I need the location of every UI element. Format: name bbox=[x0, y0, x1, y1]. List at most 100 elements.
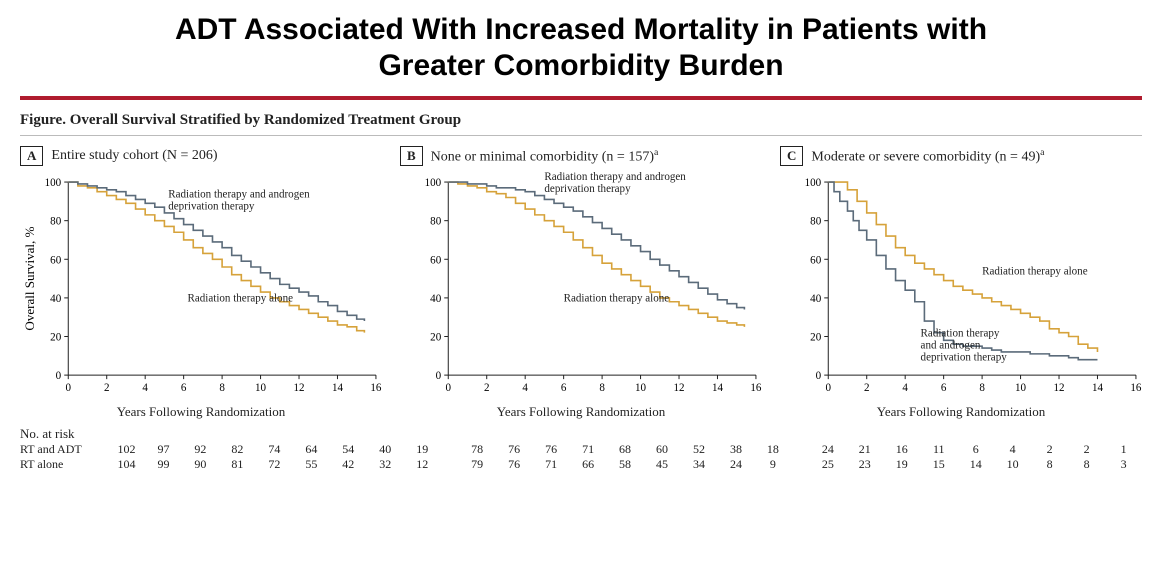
svg-text:2: 2 bbox=[864, 382, 870, 394]
panel-header: CModerate or severe comorbidity (n = 49)… bbox=[780, 146, 1142, 166]
risk-value: 79 bbox=[459, 457, 496, 472]
series-label-adt: Radiation therapyand androgendeprivation… bbox=[921, 328, 1008, 364]
series-label-rt: Radiation therapy alone bbox=[187, 293, 293, 305]
svg-text:40: 40 bbox=[50, 293, 62, 305]
svg-text:8: 8 bbox=[979, 382, 985, 394]
svg-text:6: 6 bbox=[181, 382, 187, 394]
risk-value: 68 bbox=[607, 442, 644, 457]
risk-value: 19 bbox=[883, 457, 920, 472]
svg-text:100: 100 bbox=[805, 177, 822, 189]
svg-text:10: 10 bbox=[255, 382, 267, 394]
figure-caption: Figure. Overall Survival Stratified by R… bbox=[20, 106, 1142, 136]
risk-value: 4 bbox=[994, 442, 1031, 457]
series-label-adt: Radiation therapy and androgendeprivatio… bbox=[168, 188, 310, 212]
svg-text:40: 40 bbox=[430, 293, 442, 305]
risk-value: 60 bbox=[644, 442, 681, 457]
risk-value: 40 bbox=[367, 442, 404, 457]
risk-value: 1 bbox=[1105, 442, 1142, 457]
risk-value: 10 bbox=[994, 457, 1031, 472]
risk-value: 8 bbox=[1031, 457, 1068, 472]
chart-area: 0204060801000246810121416Radiation thera… bbox=[400, 172, 762, 402]
series-label-rt: Radiation therapy alone bbox=[982, 266, 1088, 278]
survival-chart: 0204060801000246810121416Radiation thera… bbox=[400, 172, 762, 403]
chart-area: 0204060801000246810121416Radiation thera… bbox=[780, 172, 1142, 402]
risk-value: 45 bbox=[644, 457, 681, 472]
risk-value: 11 bbox=[920, 442, 957, 457]
risk-rows: RT and ADT102979282746454401978767671686… bbox=[20, 442, 1142, 472]
risk-value: 78 bbox=[459, 442, 496, 457]
risk-title: No. at risk bbox=[20, 426, 1142, 442]
risk-value: 52 bbox=[680, 442, 717, 457]
panel-subtitle: Entire study cohort (N = 206) bbox=[51, 148, 217, 164]
panel-header: AEntire study cohort (N = 206) bbox=[20, 146, 382, 166]
risk-value: 16 bbox=[883, 442, 920, 457]
risk-value: 2 bbox=[1068, 442, 1105, 457]
svg-text:16: 16 bbox=[1130, 382, 1142, 394]
svg-text:40: 40 bbox=[810, 293, 822, 305]
svg-text:8: 8 bbox=[219, 382, 225, 394]
risk-value: 58 bbox=[607, 457, 644, 472]
risk-row-rt: RT alone10499908172554232127976716658453… bbox=[20, 457, 1142, 472]
svg-text:4: 4 bbox=[142, 382, 148, 394]
risk-value: 34 bbox=[680, 457, 717, 472]
survival-chart: 0204060801000246810121416Overall Surviva… bbox=[20, 172, 382, 403]
svg-text:8: 8 bbox=[599, 382, 605, 394]
title-line-1: ADT Associated With Increased Mortality … bbox=[175, 13, 987, 46]
risk-value: 82 bbox=[219, 442, 256, 457]
risk-value: 24 bbox=[809, 442, 846, 457]
svg-text:60: 60 bbox=[810, 254, 822, 266]
risk-values-panel-a: 1029792827464544019 bbox=[108, 442, 441, 457]
y-axis-label: Overall Survival, % bbox=[22, 226, 37, 330]
svg-text:12: 12 bbox=[293, 382, 304, 394]
chart-area: 0204060801000246810121416Overall Surviva… bbox=[20, 172, 382, 402]
svg-text:0: 0 bbox=[816, 370, 822, 382]
risk-value: 25 bbox=[809, 457, 846, 472]
series-adt bbox=[448, 182, 744, 309]
svg-text:4: 4 bbox=[522, 382, 528, 394]
panel-c: CModerate or severe comorbidity (n = 49)… bbox=[780, 142, 1142, 420]
risk-value: 14 bbox=[957, 457, 994, 472]
risk-value: 99 bbox=[145, 457, 182, 472]
svg-text:10: 10 bbox=[635, 382, 647, 394]
risk-value: 12 bbox=[404, 457, 441, 472]
risk-value: 55 bbox=[293, 457, 330, 472]
panels-row: AEntire study cohort (N = 206)0204060801… bbox=[20, 142, 1142, 420]
risk-value: 15 bbox=[920, 457, 957, 472]
risk-value: 38 bbox=[717, 442, 754, 457]
page-title: ADT Associated With Increased Mortality … bbox=[80, 12, 1082, 84]
risk-value: 3 bbox=[1105, 457, 1142, 472]
risk-value: 23 bbox=[846, 457, 883, 472]
risk-table: No. at risk RT and ADT102979282746454401… bbox=[20, 426, 1142, 472]
risk-values-panel-a: 1049990817255423212 bbox=[108, 457, 441, 472]
svg-text:0: 0 bbox=[56, 370, 62, 382]
svg-text:20: 20 bbox=[50, 332, 62, 344]
svg-text:60: 60 bbox=[430, 254, 442, 266]
x-axis-label: Years Following Randomization bbox=[20, 404, 382, 420]
x-axis-label: Years Following Randomization bbox=[780, 404, 1142, 420]
svg-text:20: 20 bbox=[810, 332, 822, 344]
svg-text:2: 2 bbox=[104, 382, 110, 394]
survival-chart: 0204060801000246810121416Radiation thera… bbox=[780, 172, 1142, 403]
svg-text:6: 6 bbox=[941, 382, 947, 394]
title-line-2: Greater Comorbidity Burden bbox=[378, 49, 783, 82]
svg-text:100: 100 bbox=[425, 177, 442, 189]
risk-value: 76 bbox=[533, 442, 570, 457]
svg-text:80: 80 bbox=[50, 216, 62, 228]
risk-value: 19 bbox=[404, 442, 441, 457]
risk-value: 76 bbox=[496, 457, 533, 472]
risk-value: 97 bbox=[145, 442, 182, 457]
risk-value: 8 bbox=[1068, 457, 1105, 472]
panel-header: BNone or minimal comorbidity (n = 157)a bbox=[400, 146, 762, 166]
svg-text:0: 0 bbox=[445, 382, 451, 394]
risk-values-panel-c: 252319151410883 bbox=[809, 457, 1142, 472]
panel-subtitle: Moderate or severe comorbidity (n = 49)a bbox=[811, 147, 1044, 166]
series-label-adt: Radiation therapy and androgendeprivatio… bbox=[544, 172, 686, 195]
risk-row-label: RT alone bbox=[20, 457, 90, 472]
risk-value: 66 bbox=[570, 457, 607, 472]
risk-value: 42 bbox=[330, 457, 367, 472]
svg-text:100: 100 bbox=[45, 177, 62, 189]
svg-text:12: 12 bbox=[1053, 382, 1064, 394]
panel-letter: B bbox=[400, 146, 423, 166]
svg-text:6: 6 bbox=[561, 382, 567, 394]
svg-text:16: 16 bbox=[370, 382, 382, 394]
